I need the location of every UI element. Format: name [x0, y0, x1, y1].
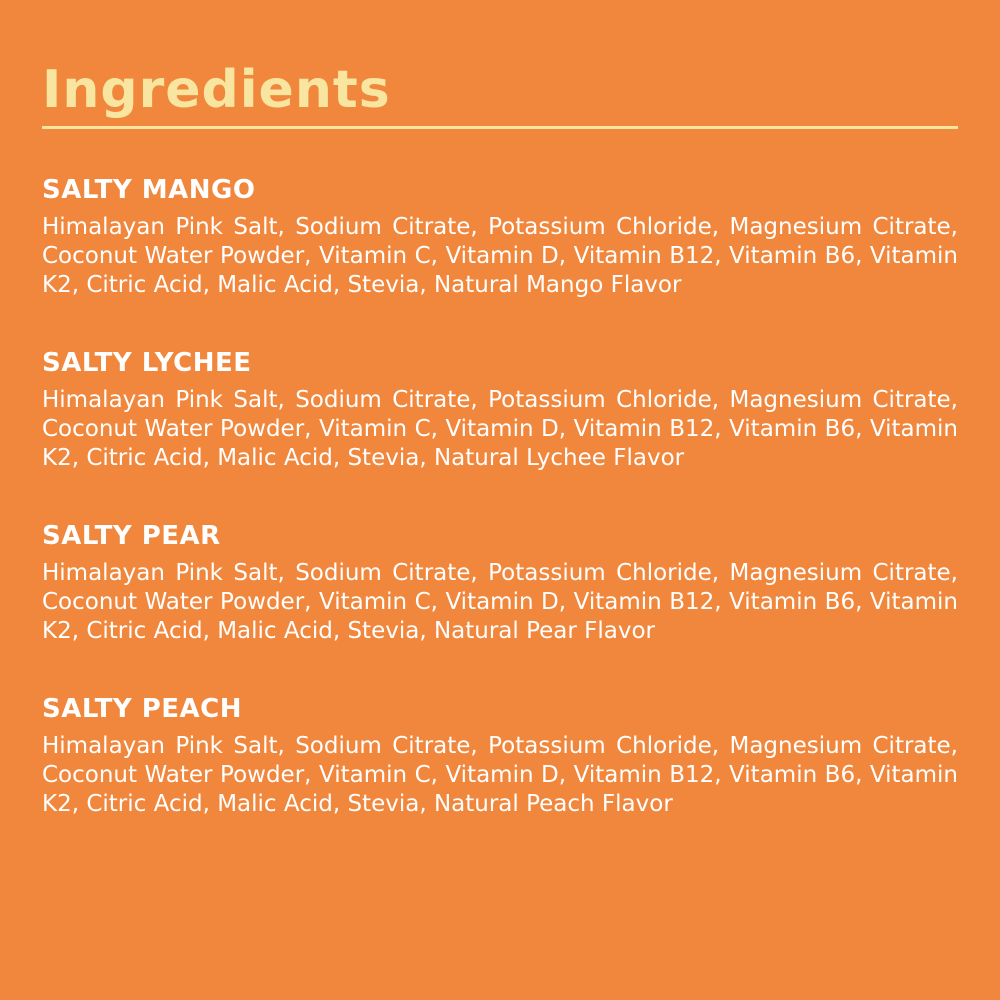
section-title: SALTY MANGO	[42, 175, 256, 205]
flavor-sections: SALTY MANGO Himalayan Pink Salt, Sodium …	[42, 175, 958, 819]
section-salty-pear: SALTY PEAR Himalayan Pink Salt, Sodium C…	[42, 521, 958, 646]
section-title: SALTY PEACH	[42, 694, 243, 724]
title-underline	[42, 126, 958, 129]
section-title: SALTY LYCHEE	[42, 348, 252, 378]
section-salty-lychee: SALTY LYCHEE Himalayan Pink Salt, Sodium…	[42, 348, 958, 473]
page-title: Ingredients	[42, 60, 391, 120]
section-salty-mango: SALTY MANGO Himalayan Pink Salt, Sodium …	[42, 175, 958, 300]
section-salty-peach: SALTY PEACH Himalayan Pink Salt, Sodium …	[42, 694, 958, 819]
ingredient-list: Himalayan Pink Salt, Sodium Citrate, Pot…	[42, 214, 958, 298]
ingredient-list: Himalayan Pink Salt, Sodium Citrate, Pot…	[42, 733, 958, 817]
ingredient-list: Himalayan Pink Salt, Sodium Citrate, Pot…	[42, 387, 958, 471]
ingredient-list: Himalayan Pink Salt, Sodium Citrate, Pot…	[42, 560, 958, 644]
section-title: SALTY PEAR	[42, 521, 221, 551]
